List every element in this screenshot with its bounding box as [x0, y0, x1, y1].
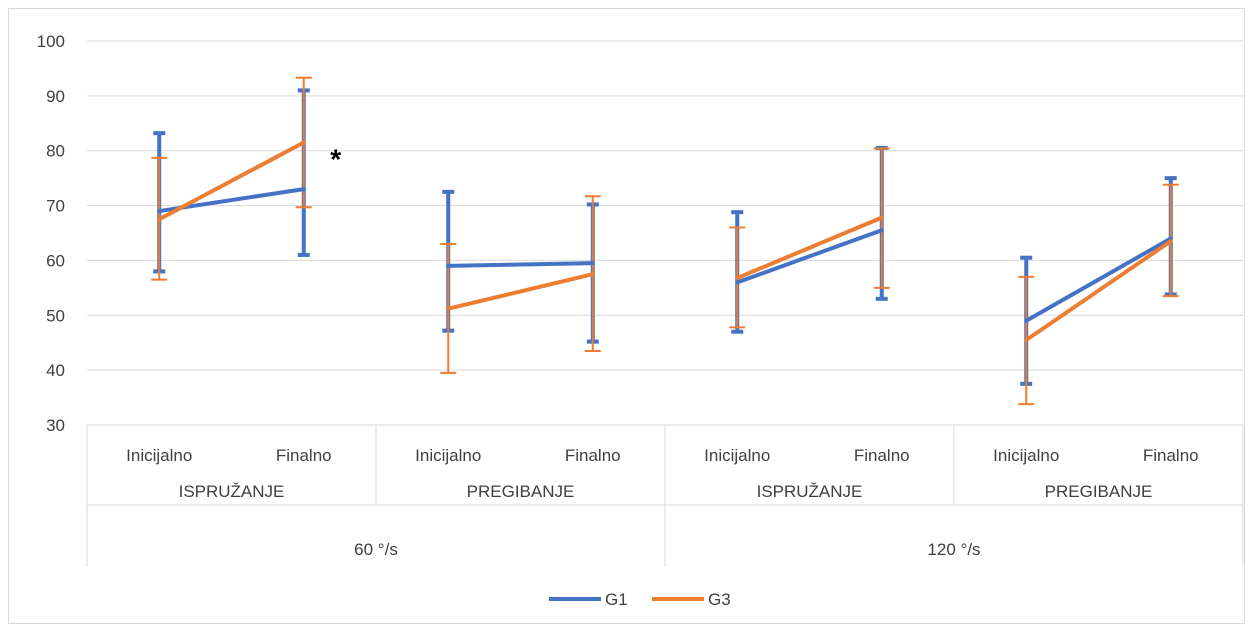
series-line-g3 — [735, 215, 884, 280]
speed-label: 60 °/s — [354, 540, 398, 559]
series-line-g3 — [157, 140, 306, 222]
significance-marker: * — [330, 144, 341, 175]
x-tick-label: Finalno — [276, 446, 332, 465]
series-lines — [157, 140, 1173, 342]
series-line-g3 — [1024, 239, 1173, 342]
legend-label-g1: G1 — [605, 590, 628, 609]
x-tick-label: Finalno — [854, 446, 910, 465]
speed-label: 120 °/s — [927, 540, 980, 559]
y-tick-label: 30 — [46, 416, 65, 435]
y-tick-label: 90 — [46, 87, 65, 106]
x-tick-label: Inicijalno — [126, 446, 192, 465]
series-line-g3 — [446, 272, 595, 311]
group-label: PREGIBANJE — [1045, 482, 1153, 501]
legend-label-g3: G3 — [708, 590, 731, 609]
annotations: * — [330, 144, 341, 175]
series-line-g1 — [446, 261, 595, 268]
x-tick-label: Finalno — [565, 446, 621, 465]
x-axis: Inicijalno Finalno Inicijalno Finalno Inicij… — [86, 425, 1244, 567]
y-tick-label: 50 — [46, 306, 65, 325]
y-tick-label: 100 — [37, 32, 65, 51]
group-label: ISPRUŽANJE — [757, 482, 863, 501]
group-label: PREGIBANJE — [467, 482, 575, 501]
error-bars — [151, 76, 1179, 406]
x-tick-label: Inicijalno — [415, 446, 481, 465]
legend: G1 G3 — [549, 590, 731, 609]
y-tick-label: 60 — [46, 251, 65, 270]
group-label: ISPRUŽANJE — [179, 482, 285, 501]
chart-area: 30 40 50 60 70 80 90 100 Inicijalno Finalno Inici… — [8, 8, 1245, 624]
x-tick-label: Inicijalno — [704, 446, 770, 465]
gridlines — [87, 40, 1243, 426]
y-tick-label: 40 — [46, 361, 65, 380]
series-line-g1 — [735, 228, 884, 285]
x-tick-label: Finalno — [1143, 446, 1199, 465]
y-tick-label: 80 — [46, 142, 65, 161]
y-tick-label: 70 — [46, 197, 65, 216]
x-tick-label: Inicijalno — [993, 446, 1059, 465]
series-line-g1 — [1024, 236, 1173, 323]
y-axis-tick-labels: 30 40 50 60 70 80 90 100 — [37, 32, 65, 435]
